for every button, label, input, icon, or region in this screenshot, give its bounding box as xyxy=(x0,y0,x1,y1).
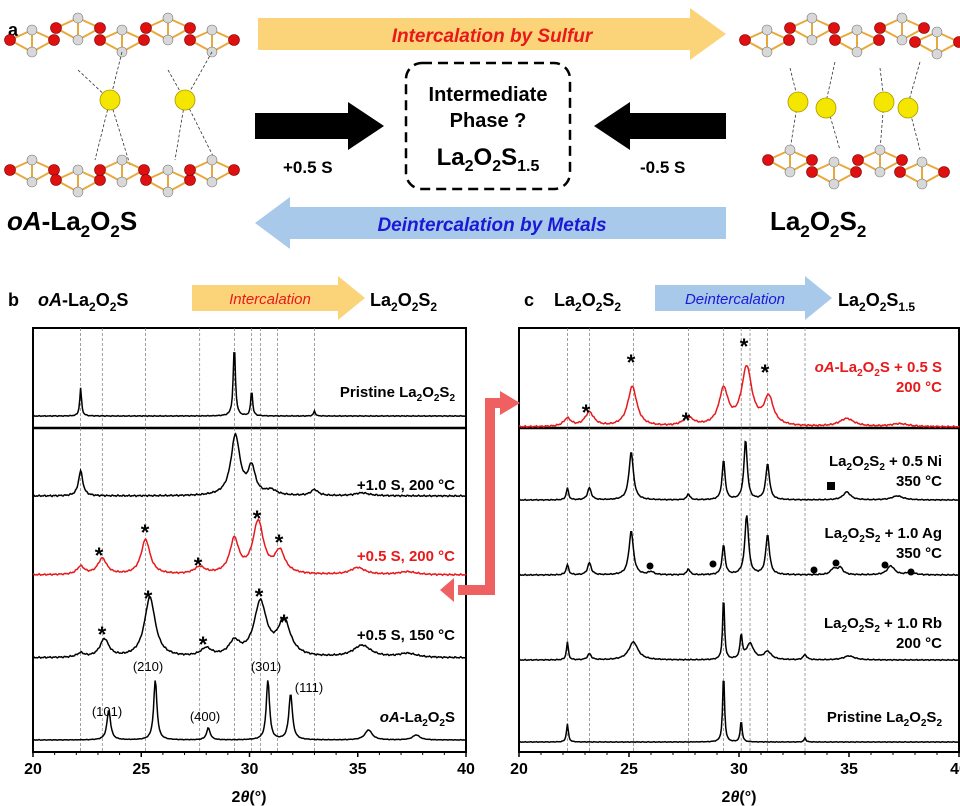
b-star: * xyxy=(194,553,203,578)
b-label-oa: oA-La2O2S xyxy=(380,709,455,729)
left-step-label: +0.5 S xyxy=(283,158,333,177)
panel-b-letter: b xyxy=(8,290,19,310)
b-xrd-trace xyxy=(32,432,467,498)
panel-a-letter: a xyxy=(8,20,19,40)
c-tick-label: 25 xyxy=(620,761,638,778)
c-temp-ag: 350 °C xyxy=(896,545,942,562)
intermediate-line2: Phase ? xyxy=(450,110,527,132)
panel-b-plot: 20 25 30 35 40 xyxy=(24,327,475,778)
panel-c-to: La2O2S1.5 xyxy=(838,290,915,314)
connector-arrow xyxy=(440,391,520,602)
c-tick-label: 30 xyxy=(730,761,748,778)
panel-c-from: La2O2S2 xyxy=(554,290,621,314)
b-star: * xyxy=(95,543,104,568)
b-label-s10-200: +1.0 S, 200 °C xyxy=(357,477,455,494)
c-temp-rb: 200 °C xyxy=(896,635,942,652)
ag-dot-markers xyxy=(646,559,915,576)
panel-c-xlabel: 2θ(°) xyxy=(722,789,757,806)
panel-c-plot: 20 25 30 35 40 xyxy=(510,327,960,778)
b-tick-label: 20 xyxy=(24,761,42,778)
b-stars: * * * * * * * * * * xyxy=(95,506,289,657)
deintercalation-arrow xyxy=(255,197,726,249)
b-xrd-trace xyxy=(32,351,467,418)
intermediate-line1: Intermediate xyxy=(429,84,548,106)
c-tick-label: 20 xyxy=(510,761,528,778)
crystal-right xyxy=(738,12,960,190)
hkl-400: (400) xyxy=(190,709,220,724)
c-star: * xyxy=(740,334,749,359)
hkl-301: (301) xyxy=(251,659,281,674)
c-label-pristine: Pristine La2O2S2 xyxy=(827,709,943,729)
panel-b-arrow-label: Intercalation xyxy=(229,291,311,308)
c-xrd-trace xyxy=(518,365,960,429)
c-xrd-trace xyxy=(518,440,960,502)
panel-b-from: oA-La2O2S xyxy=(38,290,128,314)
right-step-label: -0.5 S xyxy=(640,158,685,177)
c-star: * xyxy=(682,408,691,433)
hkl-111: (111) xyxy=(295,680,323,695)
c-star: * xyxy=(627,350,636,375)
c-temp-ni: 350 °C xyxy=(896,473,942,490)
black-arrow-right xyxy=(255,102,384,150)
b-tick-label: 30 xyxy=(241,761,259,778)
b-star: * xyxy=(144,586,153,611)
b-star: * xyxy=(199,632,208,657)
c-xrd-trace xyxy=(518,602,960,662)
intercalation-arrow-label: Intercalation by Sulfur xyxy=(392,26,594,47)
b-tick-label: 25 xyxy=(132,761,150,778)
b-xrd-trace xyxy=(32,680,467,741)
c-label-ni: La2O2S2 + 0.5 Ni xyxy=(829,453,942,473)
c-star: * xyxy=(761,360,770,385)
left-compound-name: oA-La2O2S xyxy=(7,206,137,241)
crystal-left xyxy=(3,12,241,198)
b-star: * xyxy=(280,610,289,635)
c-label-ag: La2O2S2 + 1.0 Ag xyxy=(825,525,942,545)
c-stars: * * * * * xyxy=(582,334,770,433)
hkl-101: (101) xyxy=(92,704,122,719)
panel-c-arrow-label: Deintercalation xyxy=(685,291,785,308)
panel-b-arrow xyxy=(192,276,365,320)
b-xrd-trace xyxy=(32,596,467,660)
c-label-rb: La2O2S2 + 1.0 Rb xyxy=(824,615,942,635)
intercalation-arrow xyxy=(258,8,726,60)
b-label-pristine: Pristine La2O2S2 xyxy=(340,384,456,404)
intermediate-formula: La2O2S1.5 xyxy=(437,144,540,175)
b-star: * xyxy=(255,584,264,609)
b-star: * xyxy=(275,530,284,555)
deintercalation-arrow-label: Deintercalation by Metals xyxy=(377,215,606,236)
b-xrd-trace xyxy=(32,518,467,577)
hkl-210: (210) xyxy=(133,659,163,674)
b-star: * xyxy=(98,622,107,647)
b-tick-label: 35 xyxy=(349,761,367,778)
b-star: * xyxy=(141,520,150,545)
right-compound-name: La2O2S2 xyxy=(770,206,866,241)
b-star: * xyxy=(253,506,262,531)
panel-c-letter: c xyxy=(524,290,534,310)
black-arrow-left xyxy=(594,102,726,150)
b-tick-label: 40 xyxy=(457,761,475,778)
c-xrd-trace xyxy=(518,515,960,577)
c-tick-label: 35 xyxy=(840,761,858,778)
ni-square-marker xyxy=(827,482,835,490)
panel-c-arrow xyxy=(655,276,832,320)
panel-b-xlabel: 2θ(°) xyxy=(232,789,267,806)
b-label-s05-150: +0.5 S, 150 °C xyxy=(357,627,455,644)
intermediate-box xyxy=(404,61,572,191)
c-star: * xyxy=(582,400,591,425)
c-xrd-trace xyxy=(518,680,960,744)
c-label-s05: oA-La2O2S + 0.5 S xyxy=(815,359,942,379)
c-tick-label: 40 xyxy=(950,761,960,778)
panel-b-to: La2O2S2 xyxy=(370,290,437,314)
b-label-s05-200: +0.5 S, 200 °C xyxy=(357,548,455,565)
c-temp-s05: 200 °C xyxy=(896,379,942,396)
